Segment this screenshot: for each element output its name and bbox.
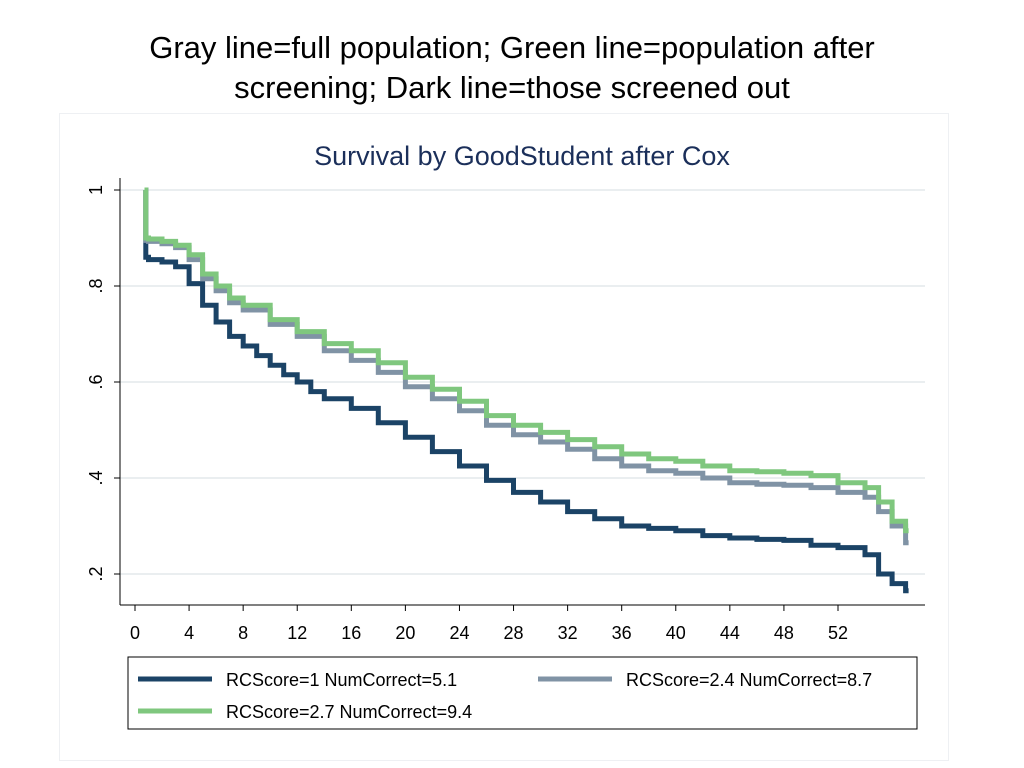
y-tick-label: .2: [86, 566, 106, 581]
slide-title: Gray line=full population; Green line=po…: [0, 28, 1024, 108]
y-tick-label: 1: [86, 185, 106, 195]
legend-label-gray: RCScore=2.4 NumCorrect=8.7: [626, 670, 872, 690]
x-tick-label: 0: [130, 623, 140, 643]
x-tick-label: 32: [558, 623, 578, 643]
series-line-dark: [143, 187, 909, 594]
legend-box: [127, 656, 918, 730]
x-tick-label: 4: [184, 623, 194, 643]
y-tick-label: .4: [86, 470, 106, 485]
x-tick-label: 20: [395, 623, 415, 643]
x-tick-label: 52: [828, 623, 848, 643]
slide-title-line-1: Gray line=full population; Green line=po…: [149, 30, 875, 65]
x-tick-label: 8: [238, 623, 248, 643]
x-tick-label: 48: [774, 623, 794, 643]
series-line-gray: [143, 187, 909, 546]
x-tick-label: 40: [666, 623, 686, 643]
x-tick-label: 24: [449, 623, 469, 643]
y-tick-label: .6: [86, 374, 106, 389]
x-tick-label: 44: [720, 623, 740, 643]
x-tick-label: 28: [504, 623, 524, 643]
x-tick-label: 36: [612, 623, 632, 643]
series-line-green: [143, 187, 909, 534]
y-tick-label: .8: [86, 278, 106, 293]
chart-panel: [59, 113, 949, 761]
chart-title: Survival by GoodStudent after Cox: [314, 141, 730, 171]
legend-label-dark: RCScore=1 NumCorrect=5.1: [226, 670, 457, 690]
x-tick-label: 16: [341, 623, 361, 643]
slide-title-line-2: screening; Dark line=those screened out: [234, 70, 790, 105]
x-tick-label: 12: [287, 623, 307, 643]
legend-label-green: RCScore=2.7 NumCorrect=9.4: [226, 702, 472, 722]
